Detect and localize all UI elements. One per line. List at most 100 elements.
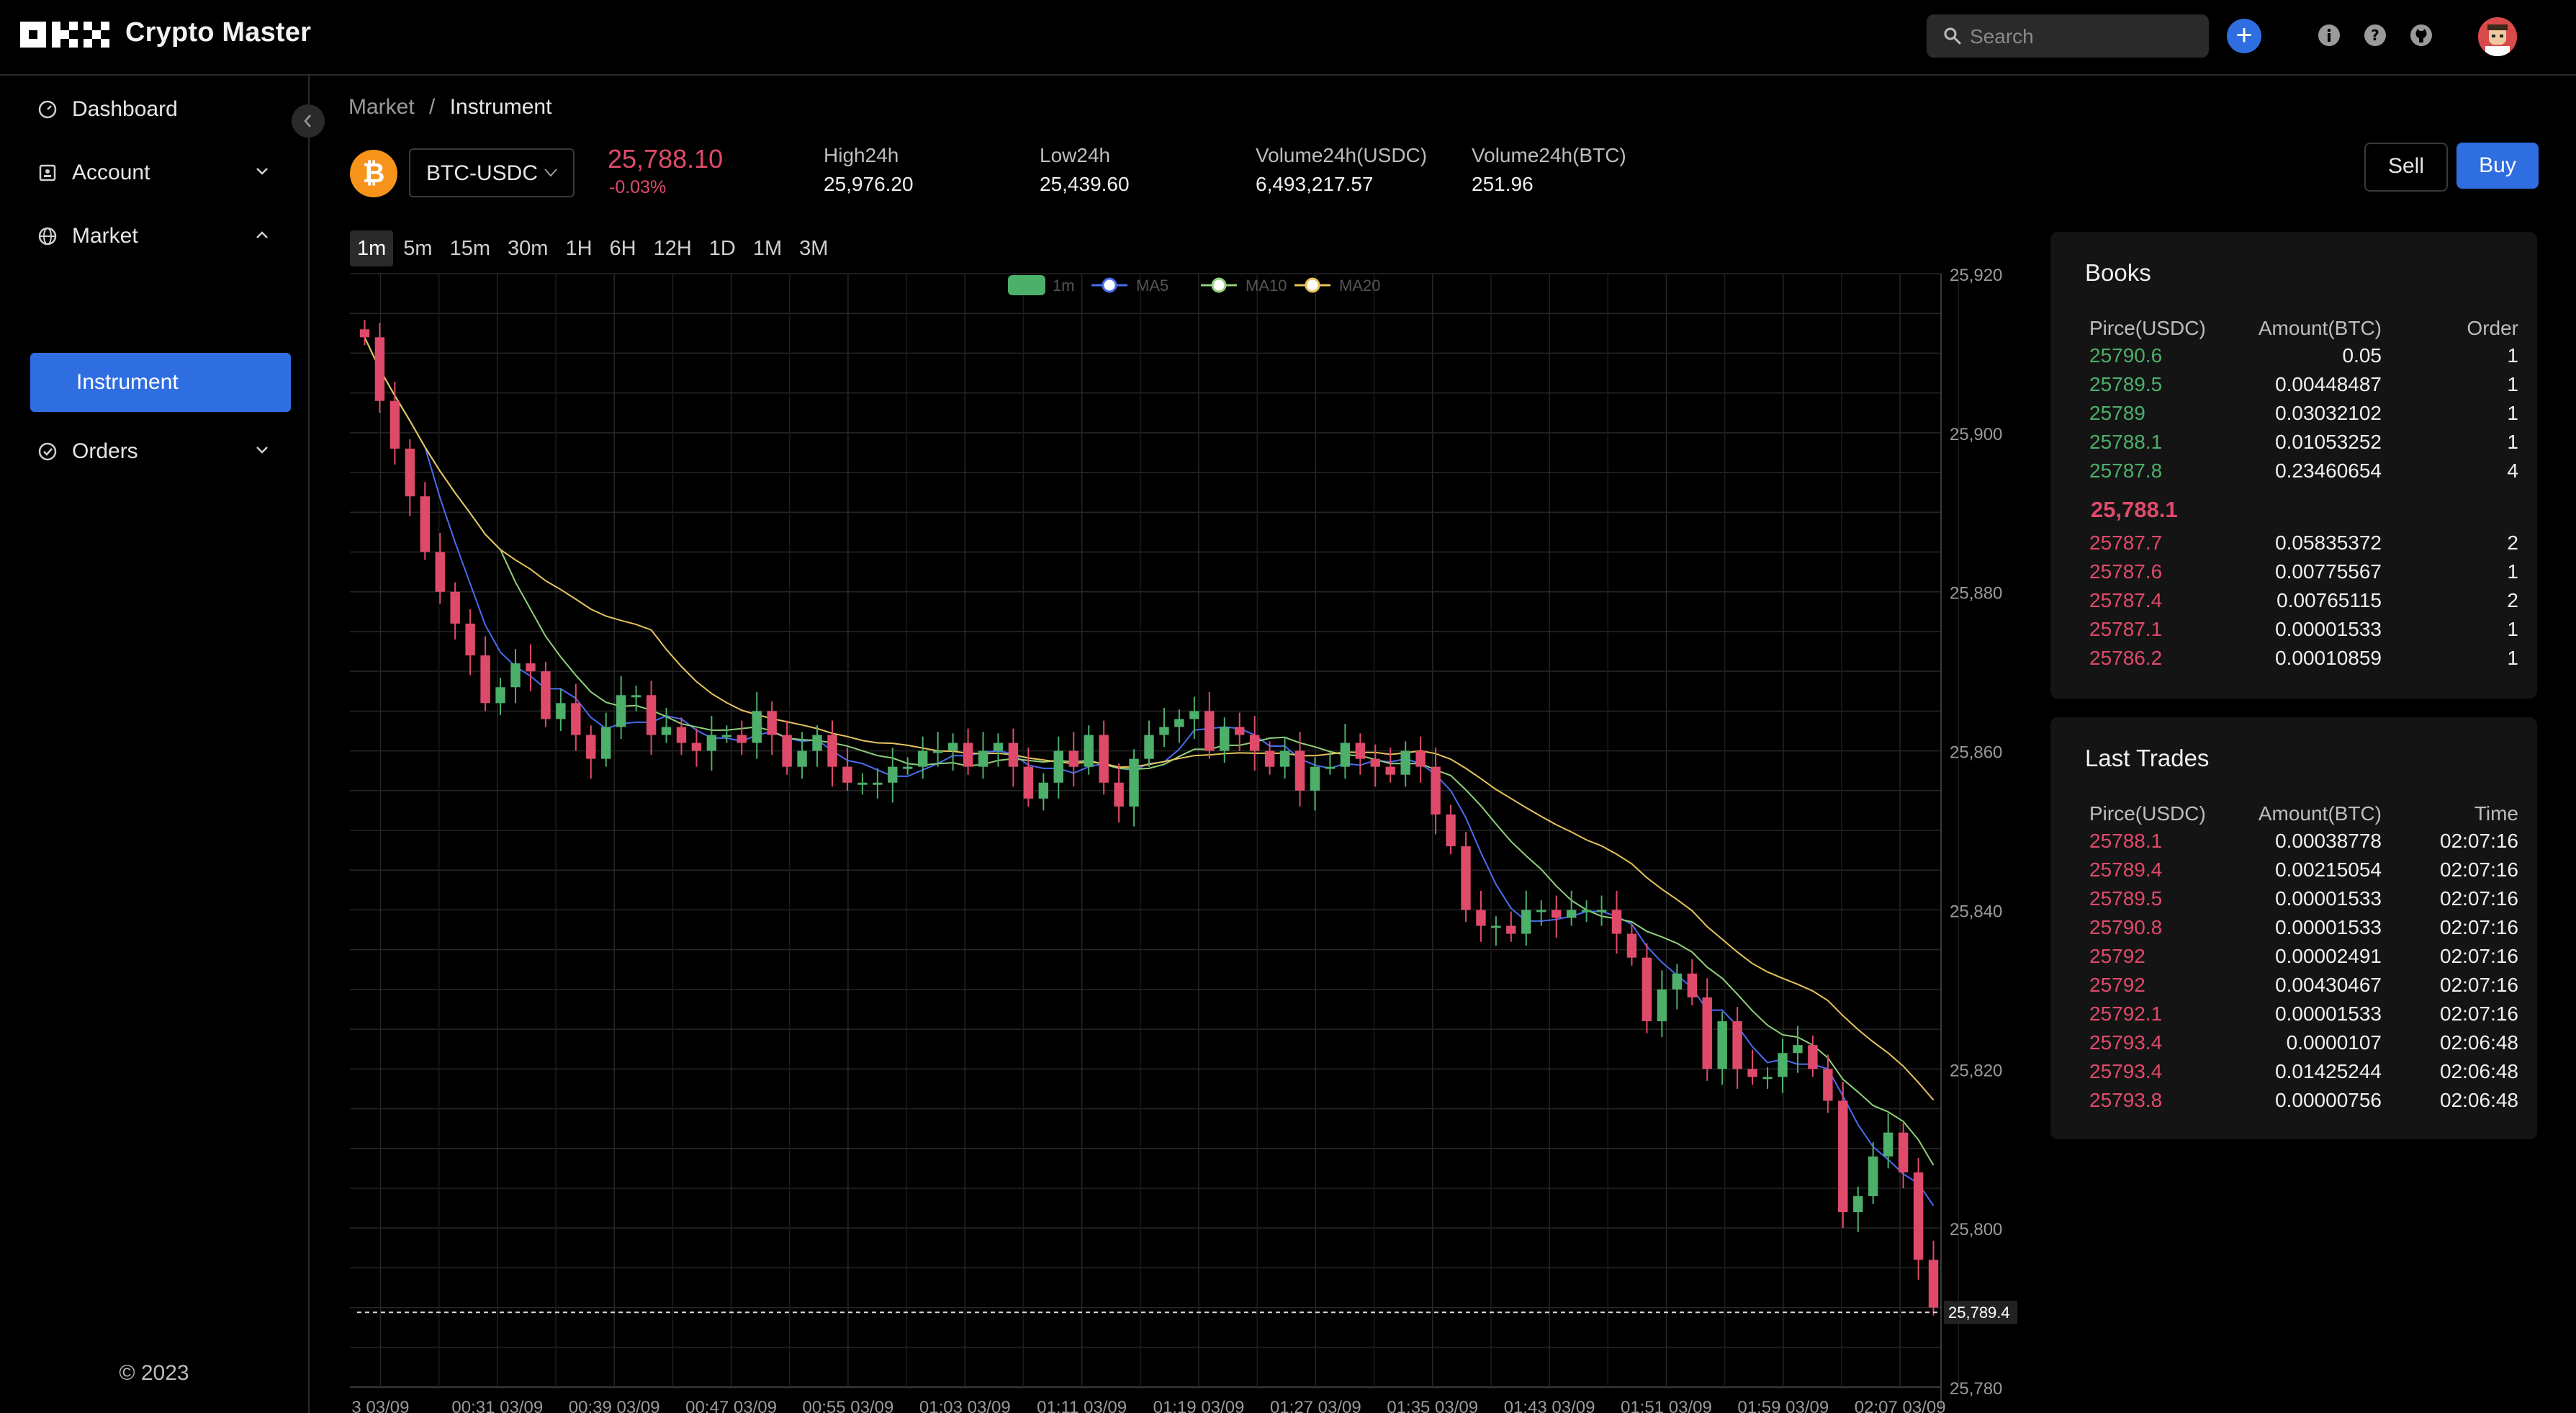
x-tick-label: 01:59 03/09 bbox=[1737, 1398, 1829, 1413]
trade-row[interactable]: 25792 0.00002491 02:07:16 bbox=[2089, 945, 2518, 974]
trade-row[interactable]: 25788.1 0.00038778 02:07:16 bbox=[2089, 830, 2518, 858]
sidebar-item-dashboard[interactable]: Dashboard bbox=[20, 84, 294, 135]
x-tick-label: 3 03/09 bbox=[351, 1398, 409, 1413]
candle-body bbox=[963, 743, 973, 767]
candle-body bbox=[1053, 750, 1063, 783]
orderbook-bid-row[interactable]: 25787.4 0.00765115 2 bbox=[2089, 589, 2518, 618]
candle-body bbox=[1204, 711, 1215, 751]
search-input[interactable] bbox=[1968, 22, 2202, 52]
candle-body bbox=[631, 695, 641, 698]
info-icon[interactable] bbox=[2315, 22, 2343, 49]
tab-timeframe-1h[interactable]: 1H bbox=[565, 237, 593, 260]
candle-body bbox=[1641, 957, 1652, 1022]
orderbook-ask-row[interactable]: 25789.5 0.00448487 1 bbox=[2089, 373, 2518, 402]
help-icon[interactable]: ? bbox=[2361, 22, 2389, 49]
trade-row[interactable]: 25793.4 0.0000107 02:06:48 bbox=[2089, 1031, 2518, 1060]
price-cell: 25786.2 bbox=[2089, 647, 2163, 669]
trade-row[interactable]: 25790.8 0.00001533 02:07:16 bbox=[2089, 916, 2518, 945]
x-tick-label: 00:31 03/09 bbox=[451, 1398, 543, 1413]
orders-icon bbox=[38, 442, 57, 461]
tab-timeframe-1mo[interactable]: 1M bbox=[752, 237, 783, 260]
sidebar-item-orders[interactable]: Orders bbox=[20, 426, 294, 477]
candle-body bbox=[374, 337, 385, 401]
candle-body bbox=[1310, 766, 1320, 791]
sidebar-item-label: Orders bbox=[72, 439, 138, 463]
extra-cell: 02:07:16 bbox=[2440, 945, 2518, 967]
okx-logo-icon bbox=[20, 22, 109, 48]
amount-cell: 0.03032102 bbox=[2275, 402, 2382, 424]
price-cell: 25793.8 bbox=[2089, 1089, 2163, 1111]
trade-row[interactable]: 25789.5 0.00001533 02:07:16 bbox=[2089, 887, 2518, 916]
candle-body bbox=[1868, 1156, 1878, 1196]
breadcrumb-parent[interactable]: Market bbox=[348, 95, 415, 119]
breadcrumb-separator: / bbox=[429, 95, 436, 119]
extra-cell: 1 bbox=[2507, 344, 2518, 367]
candle-body bbox=[646, 695, 657, 735]
candle-body bbox=[1732, 1021, 1742, 1069]
candle-body bbox=[1506, 925, 1516, 934]
chart-grid bbox=[350, 273, 1960, 1409]
price-chart[interactable]: 25,920 25,900 25,880 25,860 25,840 25,820 25,8… bbox=[350, 266, 2020, 1413]
sidebar-item-market[interactable]: Market bbox=[20, 211, 294, 261]
github-icon[interactable] bbox=[2408, 22, 2435, 49]
sidebar-item-instrument[interactable]: Instrument bbox=[30, 353, 291, 412]
trades-panel: Last Trades Pirce(USDC) Amount(BTC) Time… bbox=[2050, 717, 2537, 1139]
extra-cell: 02:06:48 bbox=[2440, 1031, 2518, 1054]
orderbook-bid-row[interactable]: 25787.1 0.00001533 1 bbox=[2089, 618, 2518, 647]
candle-body bbox=[1913, 1172, 1924, 1260]
orderbook-ask-row[interactable]: 25790.6 0.05 1 bbox=[2089, 344, 2518, 373]
svg-text:?: ? bbox=[2371, 27, 2379, 44]
orderbook-ask-row[interactable]: 25789 0.03032102 1 bbox=[2089, 402, 2518, 431]
trade-row[interactable]: 25792.1 0.00001533 02:07:16 bbox=[2089, 1002, 2518, 1031]
price-cell: 25790.8 bbox=[2089, 916, 2163, 938]
orderbook-bid-row[interactable]: 25787.7 0.05835372 2 bbox=[2089, 531, 2518, 560]
y-tick-label: 25,860 bbox=[1950, 743, 2002, 763]
candle-body bbox=[1552, 910, 1562, 918]
amount-cell: 0.23460654 bbox=[2275, 459, 2382, 482]
buy-button[interactable]: Buy bbox=[2456, 143, 2539, 189]
trade-row[interactable]: 25789.4 0.00215054 02:07:16 bbox=[2089, 858, 2518, 887]
tab-timeframe-1d[interactable]: 1D bbox=[708, 237, 736, 260]
stat-value-volume-usdc: 6,493,217.57 bbox=[1256, 173, 1374, 195]
legend-label: 1m bbox=[1053, 277, 1075, 295]
pair-select[interactable]: BTC-USDC bbox=[409, 148, 575, 197]
search-box[interactable] bbox=[1927, 14, 2209, 58]
orderbook-ask-row[interactable]: 25788.1 0.01053252 1 bbox=[2089, 431, 2518, 459]
avatar[interactable] bbox=[2478, 17, 2517, 56]
bitcoin-icon: ₿ bbox=[350, 150, 397, 197]
tab-timeframe-15m[interactable]: 15m bbox=[449, 237, 491, 260]
amount-cell: 0.00215054 bbox=[2275, 858, 2382, 881]
candle-body bbox=[1129, 758, 1139, 807]
extra-cell: 1 bbox=[2507, 560, 2518, 583]
sidebar-collapse-button[interactable] bbox=[292, 104, 325, 138]
tab-timeframe-5m[interactable]: 5m bbox=[403, 237, 433, 260]
orderbook-ask-row[interactable]: 25787.8 0.23460654 4 bbox=[2089, 459, 2518, 488]
user-avatar-icon bbox=[2478, 17, 2517, 56]
price-cell: 25792.1 bbox=[2089, 1002, 2163, 1025]
x-tick-label: 02:07 03/09 bbox=[1855, 1398, 1946, 1413]
orderbook-bid-row[interactable]: 25786.2 0.00010859 1 bbox=[2089, 647, 2518, 676]
candle-body bbox=[1596, 910, 1607, 912]
extra-cell: 1 bbox=[2507, 618, 2518, 640]
add-button[interactable]: + bbox=[2227, 19, 2261, 53]
trade-row[interactable]: 25793.8 0.00000756 02:06:48 bbox=[2089, 1089, 2518, 1118]
tab-timeframe-1m[interactable]: 1m bbox=[350, 230, 394, 266]
x-tick-label: 01:19 03/09 bbox=[1153, 1398, 1245, 1413]
ma5-line bbox=[364, 336, 1935, 1206]
tab-timeframe-6h[interactable]: 6H bbox=[609, 237, 636, 260]
price-cell: 25789.5 bbox=[2089, 373, 2163, 395]
tab-timeframe-30m[interactable]: 30m bbox=[508, 237, 549, 260]
tab-timeframe-3mo[interactable]: 3M bbox=[799, 237, 829, 260]
amount-cell: 0.00775567 bbox=[2275, 560, 2382, 583]
trade-row[interactable]: 25793.4 0.01425244 02:06:48 bbox=[2089, 1060, 2518, 1089]
candle-body bbox=[1702, 997, 1712, 1069]
sell-button[interactable]: Sell bbox=[2364, 143, 2448, 192]
tab-timeframe-12h[interactable]: 12H bbox=[653, 237, 692, 260]
stat-label-volume-btc: Volume24h(BTC) bbox=[1472, 144, 1626, 166]
candle-body bbox=[1340, 743, 1351, 767]
y-tick-label: 25,800 bbox=[1950, 1220, 2002, 1239]
candle-body bbox=[1536, 910, 1546, 912]
sidebar-item-account[interactable]: Account bbox=[20, 148, 294, 198]
trade-row[interactable]: 25792 0.00430467 02:07:16 bbox=[2089, 974, 2518, 1002]
orderbook-bid-row[interactable]: 25787.6 0.00775567 1 bbox=[2089, 560, 2518, 589]
